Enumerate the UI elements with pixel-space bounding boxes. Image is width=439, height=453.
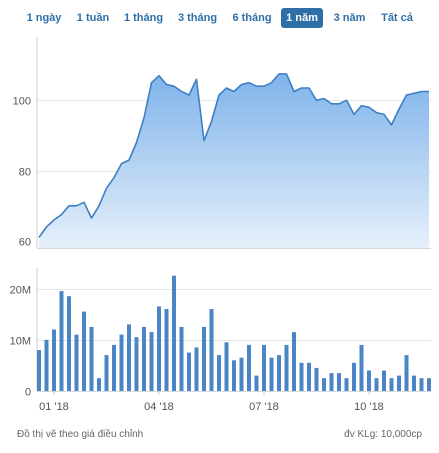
volume-bar (374, 378, 379, 391)
volume-tick-label-2: 20M (10, 285, 31, 297)
volume-bar (194, 347, 199, 391)
volume-bar (329, 373, 334, 391)
volume-bar (59, 291, 64, 391)
volume-bar (74, 334, 79, 391)
volume-bar (67, 296, 71, 391)
volume-bar (142, 326, 146, 391)
volume-bar (44, 339, 49, 392)
volume-bar (209, 309, 214, 391)
x-tick-label-2: 07 '18 (249, 401, 279, 413)
volume-bar (149, 332, 154, 391)
volume-bar (419, 378, 424, 391)
volume-bar (322, 378, 326, 391)
volume-bar (119, 334, 124, 391)
range-tab-7[interactable]: Tất cả (381, 12, 413, 24)
price-tick-label-1: 80 (19, 167, 31, 179)
volume-bar (367, 370, 371, 391)
range-tab-5[interactable]: 1 năm (281, 8, 323, 28)
volume-bar (172, 275, 176, 391)
volume-unit-note: đv KLg: 10,000cp (344, 429, 422, 440)
range-tab-2[interactable]: 1 tháng (123, 12, 164, 24)
range-tab-1[interactable]: 1 tuần (76, 12, 110, 24)
volume-bar (269, 357, 274, 391)
volume-bar (97, 378, 101, 391)
volume-bar (187, 352, 191, 391)
price-tick-label-0: 60 (19, 237, 31, 249)
volume-bar (247, 344, 251, 391)
volume-bar (217, 355, 221, 391)
volume-bar (112, 344, 116, 391)
volume-bar (224, 342, 229, 391)
volume-bar (307, 362, 311, 391)
adjusted-price-note: Đồ thị vẽ theo giá điều chỉnh (17, 429, 144, 440)
volume-bar (37, 350, 41, 391)
volume-bar (292, 332, 296, 391)
price-line (38, 73, 429, 238)
x-tick-label-1: 04 '18 (144, 401, 174, 413)
time-range-tabs: 1 ngày 1 tuần 1 tháng 3 tháng 6 tháng 1 năm 3 … (0, 8, 439, 30)
volume-bar (382, 370, 386, 391)
volume-bar (239, 357, 244, 391)
volume-tick-label-0: 0 (25, 387, 31, 399)
volume-bar (82, 311, 86, 391)
range-tab-0[interactable]: 1 ngày (26, 12, 62, 24)
volume-bar (412, 375, 416, 391)
volume-bar (262, 344, 266, 391)
volume-bar (359, 344, 364, 391)
volume-tick-label-1: 10M (10, 336, 31, 348)
volume-bar (164, 309, 169, 391)
range-tab-4[interactable]: 6 tháng (232, 12, 272, 24)
x-tick-label-3: 10 '18 (354, 401, 384, 413)
volume-bar (202, 326, 206, 391)
volume-bar (337, 373, 341, 391)
x-tick-label-0: 01 '18 (39, 401, 69, 413)
volume-bar (104, 355, 109, 391)
volume-bar (397, 375, 401, 391)
price-tick-label-2: 100 (13, 96, 31, 108)
price-area (39, 73, 429, 249)
range-tab-6[interactable]: 3 năm (333, 12, 366, 24)
volume-bar (389, 378, 394, 391)
volume-bar (254, 375, 259, 391)
volume-bar (277, 355, 281, 391)
volume-bar (299, 362, 304, 391)
volume-bar (284, 344, 289, 391)
volume-bar (427, 378, 431, 391)
volume-bar (179, 326, 184, 391)
volume-bar (352, 362, 356, 391)
volume-bar (134, 337, 139, 391)
volume-bar (314, 367, 319, 391)
volume-bar (157, 306, 161, 391)
volume-bar (89, 326, 94, 391)
volume-bar (232, 360, 236, 392)
volume-bar (127, 324, 131, 391)
range-tab-3[interactable]: 3 tháng (177, 12, 218, 24)
volume-bar (52, 329, 56, 391)
volume-bar (344, 378, 349, 391)
volume-bar (404, 355, 409, 391)
